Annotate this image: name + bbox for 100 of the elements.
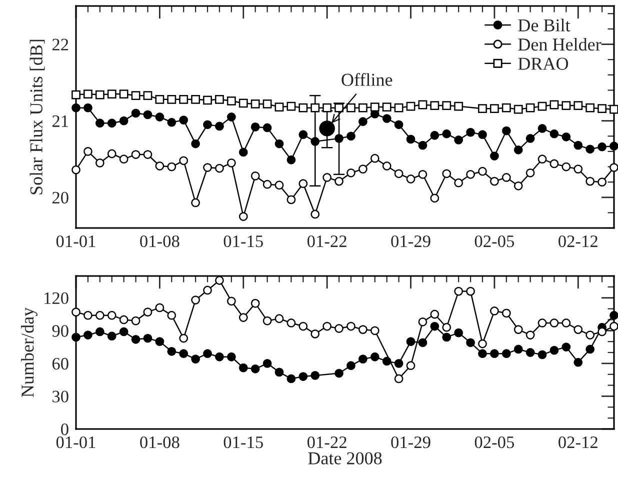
point	[430, 322, 440, 331]
point	[550, 100, 559, 110]
point	[310, 329, 320, 338]
point	[107, 310, 116, 320]
point	[430, 310, 440, 319]
legend-label: De Bilt	[518, 18, 570, 32]
point	[155, 112, 164, 122]
point	[226, 352, 236, 362]
point	[143, 110, 152, 120]
point	[538, 124, 547, 133]
point	[215, 352, 224, 362]
point	[406, 174, 416, 184]
point	[262, 100, 272, 108]
point	[84, 147, 92, 156]
point	[226, 112, 236, 122]
point	[298, 179, 308, 188]
point	[203, 120, 212, 130]
point	[107, 90, 116, 98]
point	[574, 325, 583, 334]
x-tick-label: 01-22	[307, 235, 346, 248]
point	[262, 316, 272, 326]
point	[72, 308, 80, 317]
point	[131, 334, 140, 344]
point	[167, 310, 176, 320]
point	[250, 298, 260, 308]
point	[298, 130, 308, 140]
point	[358, 325, 368, 334]
point	[95, 327, 104, 336]
point	[610, 322, 618, 331]
point	[478, 104, 487, 114]
point	[286, 195, 296, 204]
point	[179, 116, 188, 125]
point	[310, 210, 320, 219]
point	[119, 315, 128, 324]
point	[406, 361, 416, 370]
point	[478, 166, 487, 176]
point	[131, 150, 140, 159]
point	[418, 100, 428, 110]
point	[262, 180, 272, 189]
point	[406, 102, 416, 111]
point	[155, 94, 164, 104]
point	[382, 102, 392, 112]
point	[454, 136, 464, 144]
point	[84, 103, 92, 112]
point	[215, 122, 224, 131]
point	[107, 118, 116, 128]
point	[418, 140, 428, 150]
point	[322, 322, 332, 331]
point	[119, 90, 128, 98]
y-tick-label: 21	[52, 115, 68, 127]
point	[394, 103, 404, 112]
point	[466, 286, 475, 296]
point	[514, 104, 523, 114]
legend-label: DRAO	[518, 58, 568, 70]
point	[442, 322, 452, 332]
point	[586, 176, 595, 186]
point	[442, 129, 452, 138]
x-tick-label: 02-12	[558, 235, 598, 248]
point	[226, 158, 236, 168]
point	[167, 346, 176, 356]
point	[346, 168, 356, 178]
point	[72, 90, 80, 100]
point	[574, 140, 583, 150]
point	[286, 155, 296, 164]
point	[238, 363, 248, 372]
point	[394, 358, 404, 368]
point	[250, 172, 260, 180]
point	[107, 332, 116, 341]
point	[418, 338, 428, 348]
x-tick-label: 02-12	[558, 436, 598, 448]
point	[179, 349, 188, 358]
point	[119, 154, 128, 164]
point	[226, 96, 236, 106]
x-tick-label: 01-29	[391, 436, 430, 448]
x-tick-label: 01-15	[224, 436, 263, 448]
point	[155, 303, 164, 312]
point	[358, 354, 368, 364]
point	[382, 114, 392, 123]
point	[526, 103, 535, 112]
point	[514, 344, 523, 354]
point	[334, 134, 344, 143]
point	[490, 306, 499, 316]
y-tick-label: 0	[61, 423, 68, 436]
point	[586, 103, 595, 112]
point	[430, 194, 440, 203]
point	[370, 326, 380, 336]
point	[167, 94, 176, 104]
point	[526, 168, 535, 178]
x-tick-label: 01-08	[140, 235, 180, 248]
point	[179, 94, 188, 104]
point	[95, 90, 104, 100]
point	[586, 144, 595, 154]
point	[598, 104, 606, 114]
point	[334, 103, 344, 112]
point	[514, 181, 523, 190]
x-tick-label: 02-05	[474, 436, 514, 448]
point	[155, 162, 164, 170]
point	[550, 318, 559, 328]
point	[466, 338, 475, 348]
point	[538, 102, 547, 111]
